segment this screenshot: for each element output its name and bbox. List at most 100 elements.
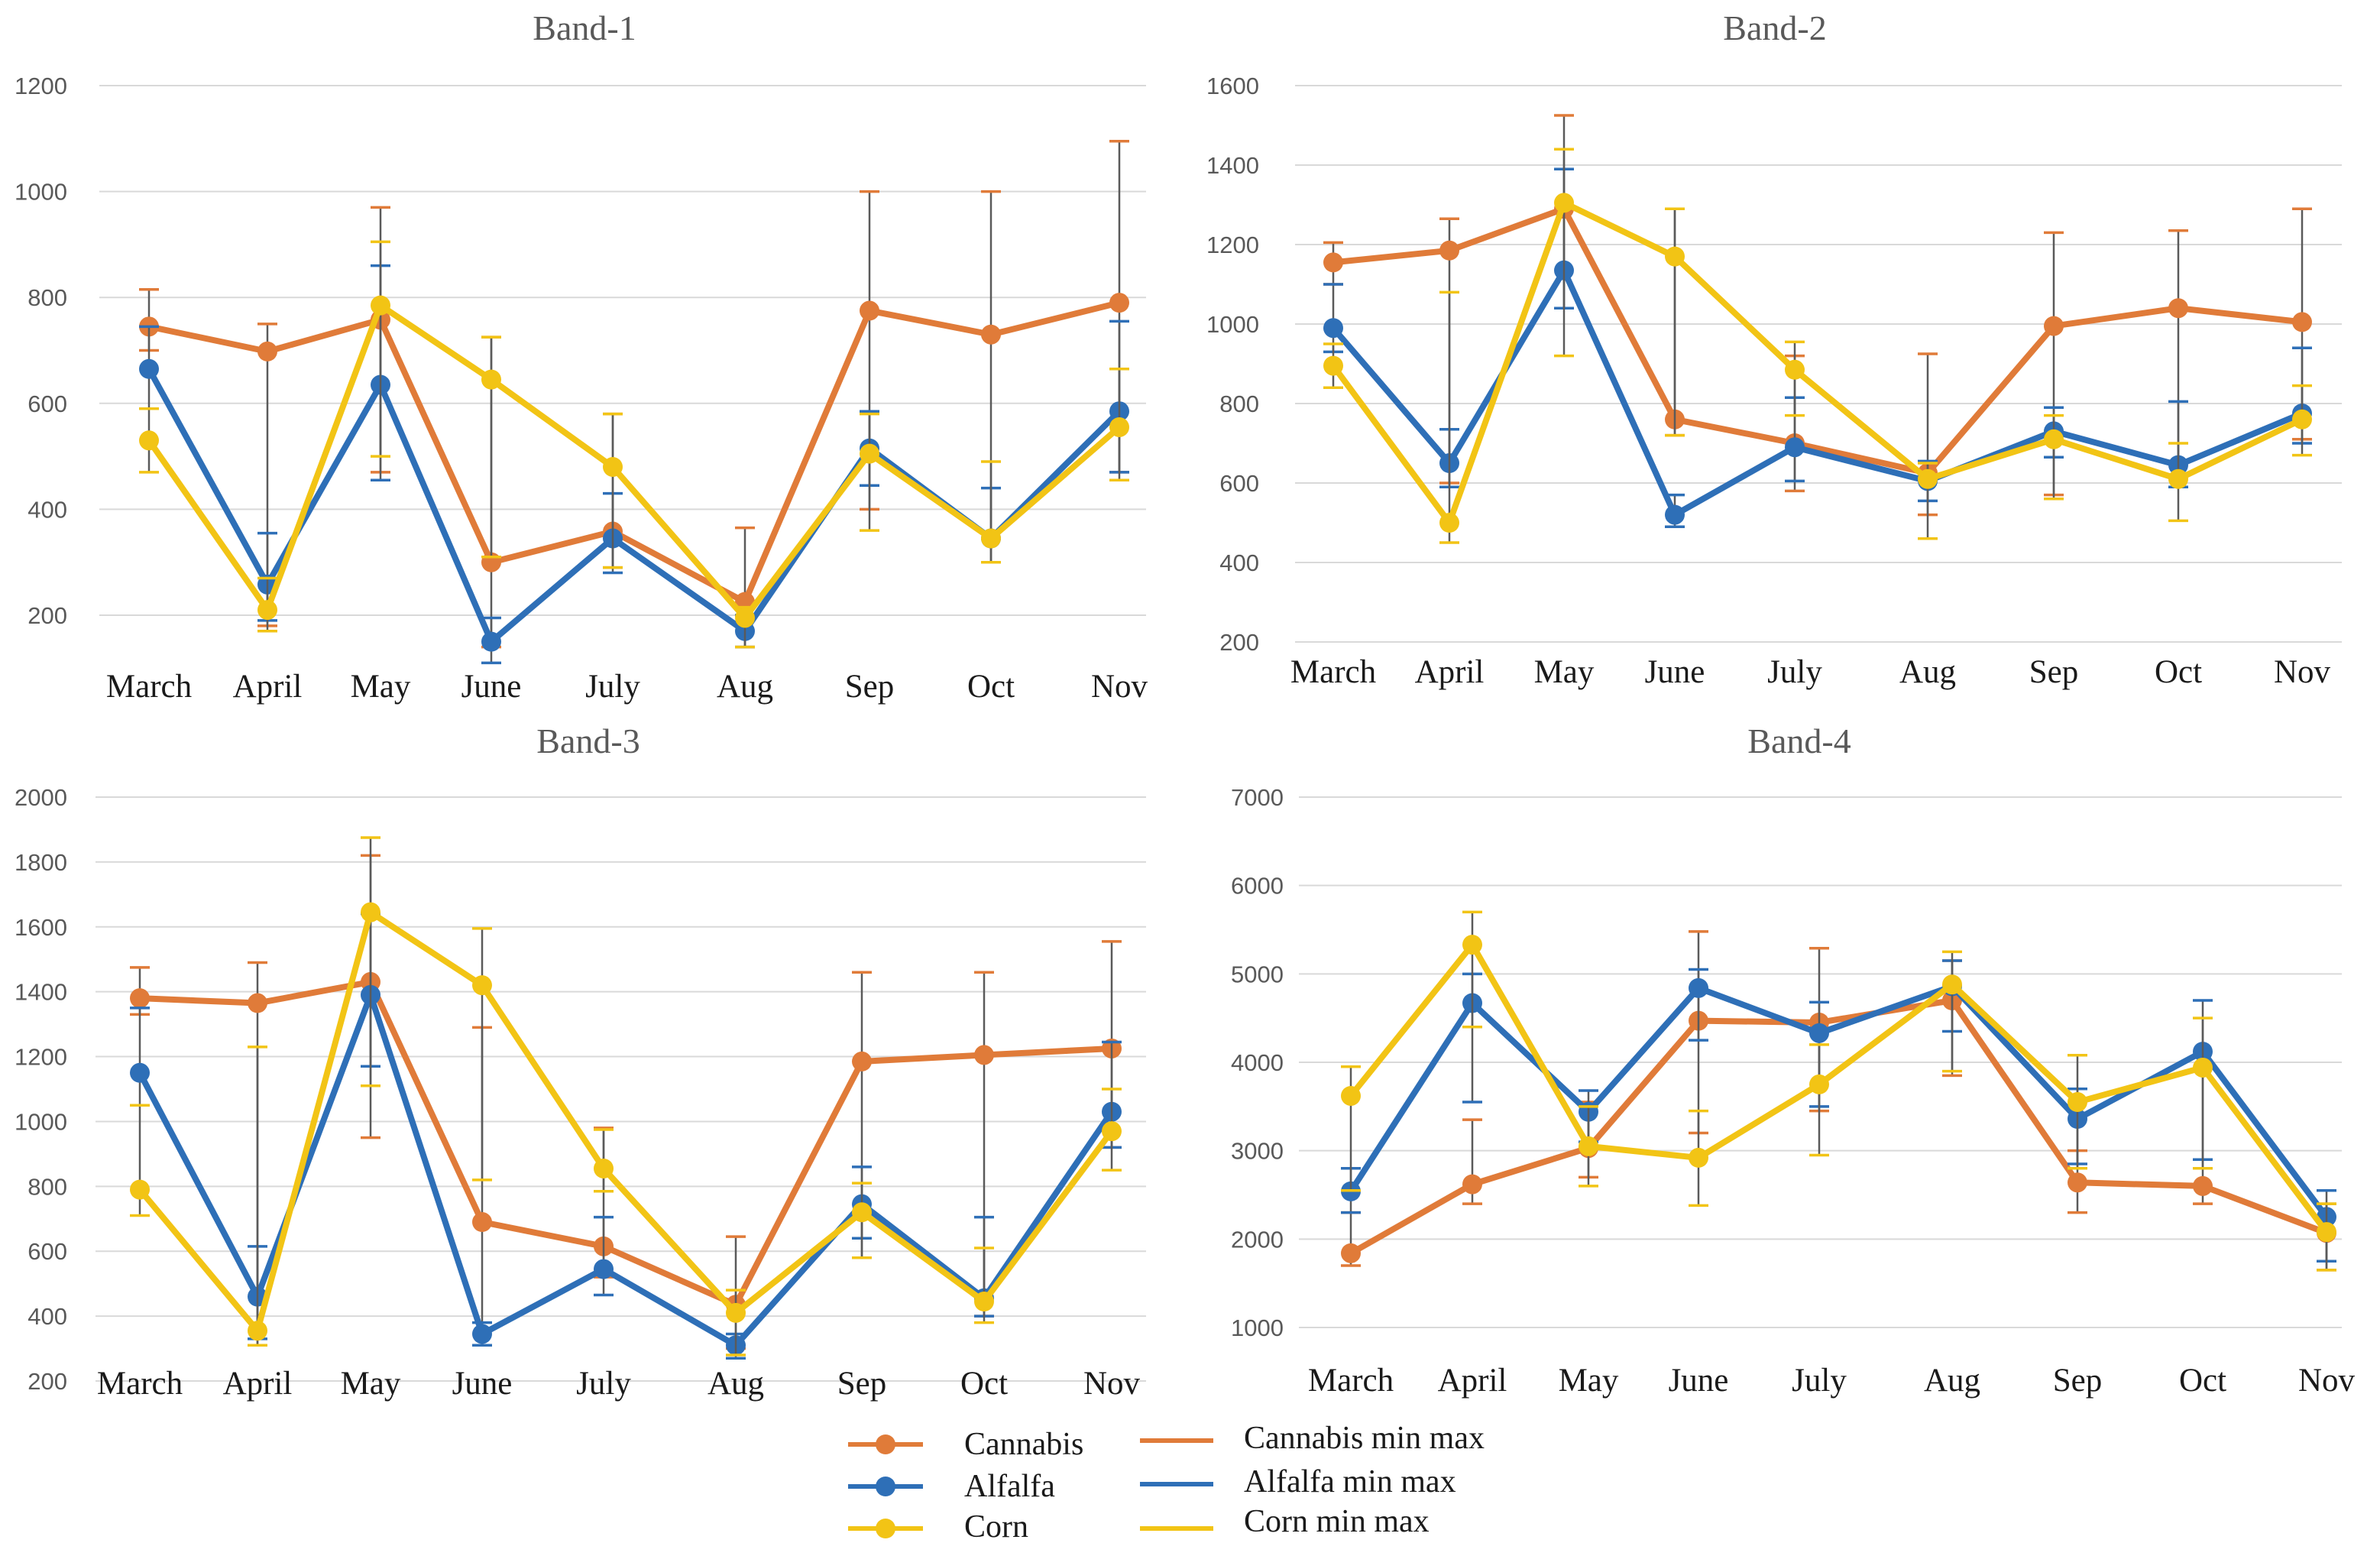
data-point-cannabis <box>2068 1172 2087 1193</box>
data-point-alfalfa <box>472 1324 492 1344</box>
y-tick-label: 200 <box>28 602 67 629</box>
data-point-corn <box>1323 355 1343 376</box>
data-point-cannabis <box>2193 1175 2213 1196</box>
y-tick-label: 1600 <box>1206 73 1259 99</box>
data-point-cannabis <box>981 324 1001 345</box>
y-tick-label: 1000 <box>15 179 67 206</box>
chart-band-2: Band-2 200 400 600 800 1000 1200 1400 1600 March A… <box>1206 8 2342 690</box>
y-tick-label: 1000 <box>1206 311 1259 338</box>
x-tick-label: Nov <box>1091 669 1148 705</box>
x-tick-label: Sep <box>845 669 895 705</box>
data-point-corn <box>974 1292 994 1312</box>
x-tick-label: March <box>97 1366 183 1402</box>
data-point-corn <box>361 902 380 922</box>
series-line-alfalfa <box>1330 267 2305 518</box>
data-point-corn <box>481 369 501 390</box>
data-point-corn <box>139 430 159 451</box>
data-point-corn <box>981 528 1001 549</box>
series-line-cannabis <box>1348 997 2330 1256</box>
y-tick-label: 200 <box>28 1368 67 1395</box>
y-tick-label: 1200 <box>15 1044 67 1071</box>
data-point-cannabis <box>852 1051 872 1071</box>
data-point-cannabis <box>472 1212 492 1233</box>
legend-corn-minmax-label: Corn min max <box>1244 1504 1430 1539</box>
x-tick-label: Aug <box>1899 654 1956 690</box>
chart-band-3: Band-3 200 400 600 800 1000 1200 1400 1600 1800 20… <box>15 721 1146 1402</box>
data-point-alfalfa <box>594 1259 614 1279</box>
data-point-corn <box>852 1202 872 1223</box>
data-point-corn <box>1665 246 1685 267</box>
y-tick-label: 600 <box>28 1238 67 1265</box>
series-corn <box>1323 147 2312 544</box>
legend-alfalfa-minmax-label: Alfalfa min max <box>1244 1464 1456 1499</box>
data-point-corn <box>2168 468 2188 489</box>
data-point-corn <box>1109 417 1129 437</box>
series-cannabis <box>1341 930 2336 1272</box>
legend-alfalfa-label: Alfalfa <box>964 1469 1055 1504</box>
data-point-alfalfa <box>139 358 159 379</box>
x-tick-label: March <box>106 669 192 705</box>
legend-corn-label: Corn <box>964 1509 1028 1545</box>
data-point-corn <box>1809 1074 1829 1094</box>
data-point-cannabis <box>1462 1174 1482 1195</box>
data-point-corn <box>2068 1092 2087 1113</box>
data-point-cannabis <box>248 993 267 1013</box>
chart-title: Band-2 <box>1723 8 1826 47</box>
series-line-cannabis <box>137 978 1115 1308</box>
data-point-corn <box>860 443 879 464</box>
data-point-corn <box>1918 468 1938 489</box>
data-point-cannabis <box>1439 240 1459 261</box>
series-line-corn <box>1348 942 2330 1236</box>
data-point-corn <box>2317 1222 2336 1243</box>
y-tick-label: 1800 <box>15 849 67 876</box>
x-tick-label: Sep <box>837 1366 887 1402</box>
x-tick-label: May <box>1534 654 1595 690</box>
y-tick-label: 600 <box>1219 470 1259 497</box>
data-point-alfalfa <box>481 631 501 652</box>
x-tick-label: May <box>341 1366 401 1402</box>
x-tick-label: June <box>1645 654 1705 690</box>
data-point-corn <box>472 975 492 996</box>
series-cannabis <box>139 140 1129 649</box>
data-point-corn <box>371 295 390 316</box>
x-tick-label: Aug <box>708 1366 764 1402</box>
data-point-corn <box>603 456 623 477</box>
data-point-alfalfa <box>1785 437 1805 458</box>
data-point-corn <box>1689 1147 1708 1168</box>
x-tick-label: Aug <box>1924 1363 1980 1399</box>
x-tick-label: Oct <box>2155 654 2202 690</box>
legend-cannabis-marker <box>876 1434 895 1454</box>
y-tick-label: 1600 <box>15 914 67 941</box>
x-tick-label: June <box>461 669 522 705</box>
series-alfalfa <box>1341 959 2336 1263</box>
x-tick-label: Oct <box>2179 1363 2226 1399</box>
y-tick-label: 5000 <box>1231 961 1284 987</box>
chart-band-1: Band-1 200 400 600 800 1000 1200 March April May J… <box>15 8 1148 705</box>
chart-title: Band-4 <box>1747 721 1851 760</box>
data-point-corn <box>594 1158 614 1178</box>
x-tick-label: March <box>1308 1363 1394 1399</box>
y-tick-label: 1000 <box>15 1108 67 1135</box>
data-point-corn <box>735 608 755 628</box>
data-point-corn <box>1341 1085 1361 1106</box>
y-tick-label: 600 <box>28 391 67 417</box>
x-tick-label: July <box>576 1366 631 1402</box>
legend-cannabis-label: Cannabis <box>964 1427 1083 1462</box>
x-tick-label: Nov <box>2274 654 2331 690</box>
data-point-cannabis <box>257 341 277 361</box>
data-point-alfalfa <box>1689 977 1708 998</box>
series-corn <box>130 836 1122 1357</box>
series-corn <box>1341 910 2336 1272</box>
data-point-cannabis <box>2044 316 2064 336</box>
legend-corn-marker <box>876 1519 895 1538</box>
chart-title: Band-3 <box>536 721 640 760</box>
series-line-alfalfa <box>137 991 1115 1349</box>
legend: Cannabis Alfalfa Corn Cannabis min max A… <box>848 1421 1485 1545</box>
series-alfalfa <box>139 264 1129 665</box>
series-line-corn <box>146 302 1122 621</box>
y-tick-label: 1000 <box>1231 1314 1284 1341</box>
x-tick-label: Oct <box>960 1366 1008 1402</box>
x-tick-label: July <box>1767 654 1822 690</box>
data-point-corn <box>2193 1057 2213 1078</box>
